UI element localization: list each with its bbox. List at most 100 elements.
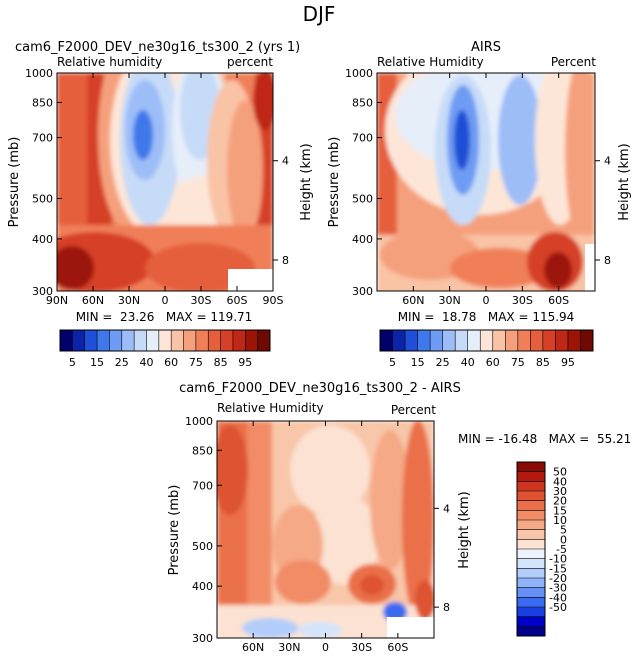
xtick-label: 90S (263, 294, 284, 307)
colorbar-swatch (517, 616, 545, 627)
ytick-label: 500 (192, 540, 213, 553)
y2tick-label: 4 (443, 502, 450, 515)
colorbar-swatch (134, 330, 147, 351)
colorbar-swatch (530, 330, 544, 351)
panel-diff-y2label: Height (km) (457, 491, 472, 568)
colorbar-swatch (555, 330, 569, 351)
colorbar-frame (59, 329, 271, 352)
colorbar-swatch (109, 330, 123, 351)
colorbar-swatch (517, 578, 545, 588)
colorbar-swatch (455, 330, 469, 351)
xtick-label: 60N (402, 294, 424, 307)
colorbar-swatch (517, 500, 545, 511)
colorbar-swatch (517, 587, 545, 598)
ytick-label: 850 (32, 96, 53, 109)
colorbar-swatch (392, 330, 406, 351)
colorbar-label: 15 (553, 504, 567, 517)
colorbar-label: 95 (561, 356, 575, 369)
ytick-label: 300 (192, 632, 213, 645)
colorbar-swatch (517, 471, 545, 482)
colorbar-swatch (517, 549, 545, 559)
colorbar-swatch (567, 330, 581, 351)
ytick-label: 400 (352, 233, 373, 246)
colorbar-label: 25 (436, 356, 450, 369)
colorbar-swatch (442, 330, 456, 351)
panel-obs-field (377, 73, 595, 291)
y2tick-label: 8 (443, 601, 450, 614)
colorbar-swatch (492, 330, 506, 351)
colorbar-swatch (232, 330, 246, 351)
panel-obs-ylabel: Pressure (mb) (327, 137, 342, 228)
colorbar-label: -15 (549, 562, 567, 575)
xtick-label: 30N (439, 294, 461, 307)
panel-model-axes: 300 400 500 700 850 1000 8 4 90N 60N 30N 0 30S 60S 90S (25, 67, 289, 307)
colorbar-label: 95 (238, 356, 252, 369)
panel-model-y2label: Height (km) (299, 143, 314, 220)
colorbar-swatch (467, 330, 481, 351)
xtick-label: 30S (351, 641, 372, 654)
colorbar-swatch (517, 520, 545, 530)
xtick-label: 0 (483, 294, 490, 307)
colorbar-swatch (542, 330, 556, 351)
colorbar-label: -10 (549, 553, 567, 566)
colorbar-swatch (517, 510, 545, 521)
colorbar-label: 5 (389, 356, 396, 369)
xtick-label: 60N (242, 641, 264, 654)
colorbar-label: 20 (553, 495, 567, 508)
colorbar-swatch (220, 330, 234, 351)
ytick-label: 400 (192, 580, 213, 593)
colorbar-label: 25 (115, 356, 129, 369)
colorbar-label: -50 (549, 601, 567, 614)
colorbar-label: 40 (553, 475, 567, 488)
colorbar-label: 85 (536, 356, 550, 369)
colorbar-label: 50 (553, 466, 567, 479)
panel-obs-right-label: Percent (551, 55, 596, 69)
colorbar-swatch (158, 330, 172, 351)
ytick-label: 850 (192, 444, 213, 457)
figure-title: DJF (303, 2, 336, 26)
ytick-label: 500 (32, 193, 53, 206)
panel-difference: cam6_F2000_DEV_ne30g16_ts300_2 - AIRS Re… (167, 381, 631, 654)
colorbar-label: 75 (189, 356, 203, 369)
xtick-label: 60S (387, 641, 408, 654)
xtick-label: 30N (118, 294, 140, 307)
xtick-label: 60N (82, 294, 104, 307)
colorbar-swatch (60, 330, 73, 351)
colorbar-frame (516, 461, 546, 637)
xtick-label: 60S (227, 294, 248, 307)
panel-diff-stats: MIN = -16.48 MAX = 55.21 (458, 432, 631, 446)
colorbar-swatch (517, 597, 545, 608)
colorbar-swatch (171, 330, 184, 351)
colorbar-label: 0 (560, 533, 567, 546)
colorbar-swatch (517, 481, 545, 492)
panel-model: cam6_F2000_DEV_ne30g16_ts300_2 (yrs 1) R… (7, 40, 314, 324)
colorbar-label: -30 (549, 582, 567, 595)
ytick-label: 300 (352, 285, 373, 298)
panel-obs-stats: MIN = 18.78 MAX = 115.94 (398, 310, 575, 324)
panel-obs: AIRS Relative Humidity Percent (327, 40, 632, 324)
colorbar-label: 10 (553, 514, 567, 527)
panel-diff-field (217, 421, 434, 638)
colorbar-swatch (517, 607, 545, 617)
colorbar-frame (379, 329, 594, 352)
colorbar-label: -5 (556, 543, 567, 556)
panel-model-left-label: Relative humidity (57, 55, 162, 69)
colorbar-label: 30 (553, 485, 567, 498)
colorbar-label: 5 (69, 356, 76, 369)
panel-model-stats: MIN = 23.26 MAX = 119.71 (76, 310, 253, 324)
colorbar-swatch (417, 330, 431, 351)
colorbar-swatch (580, 330, 594, 351)
colorbar-swatch (517, 539, 545, 550)
ytick-label: 400 (32, 233, 53, 246)
colorbar-label: 60 (486, 356, 500, 369)
colorbar-swatch (121, 330, 135, 351)
colorbar-label: 15 (90, 356, 104, 369)
colorbar-label: -40 (549, 591, 567, 604)
ytick-label: 700 (32, 132, 53, 145)
ytick-label: 700 (192, 479, 213, 492)
ytick-label: 500 (352, 193, 373, 206)
colorbar-obs: 5 15 25 40 60 75 85 95 (379, 329, 594, 369)
y2tick-label: 4 (282, 155, 289, 168)
colorbar-swatch (517, 330, 531, 351)
